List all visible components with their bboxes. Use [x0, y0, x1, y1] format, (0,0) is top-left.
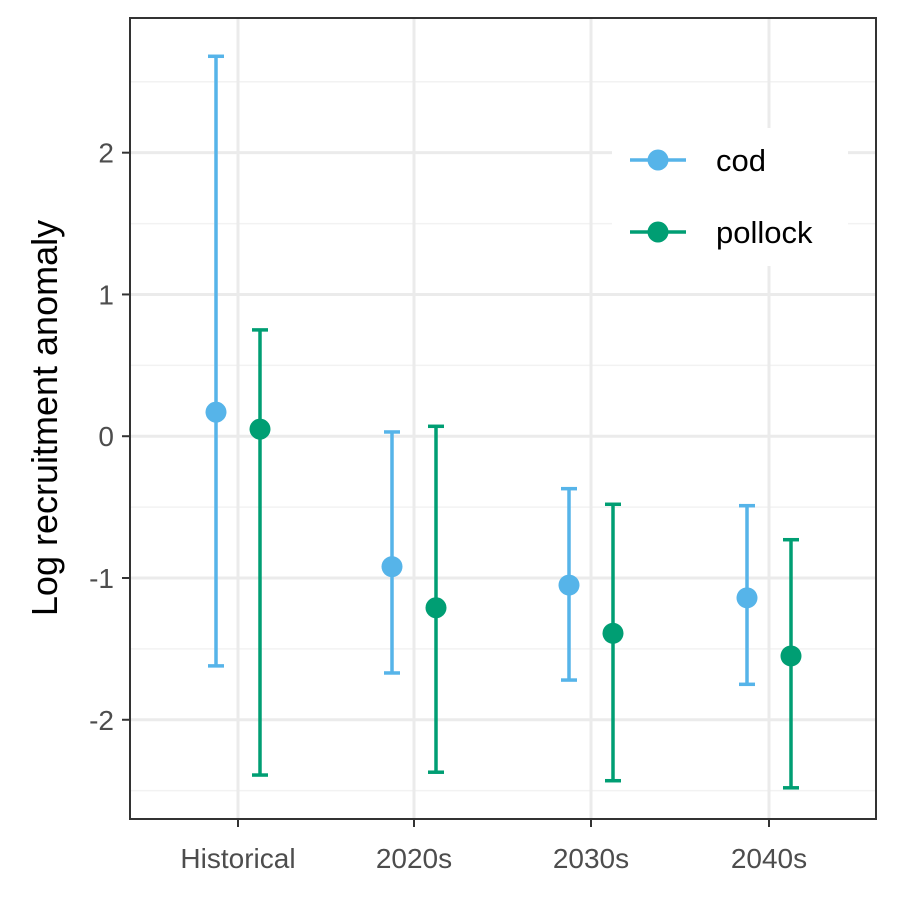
data-layer [205, 54, 802, 790]
x-tick-label: 2020s [376, 843, 452, 874]
pollock-point [602, 622, 624, 644]
legend-label-pollock: pollock [716, 215, 813, 250]
y-tick-label: 2 [98, 138, 114, 169]
cod-point [381, 556, 403, 578]
legend-key-point [647, 149, 669, 171]
x-tick-label: 2030s [553, 843, 629, 874]
legend: cod pollock [612, 128, 848, 266]
y-tick-label: 0 [98, 421, 114, 452]
legend-background [612, 128, 848, 266]
pollock-point [425, 597, 447, 619]
legend-key-point [647, 221, 669, 243]
y-axis-title: Log recruitment anomaly [24, 220, 65, 616]
x-tick-label: 2040s [731, 843, 807, 874]
y-tick-label: 1 [98, 279, 114, 310]
x-tick-label: Historical [180, 843, 295, 874]
panel-border [129, 17, 877, 820]
pollock-point [249, 418, 271, 440]
cod-point [205, 401, 227, 423]
y-tick-label: -2 [89, 705, 114, 736]
axes: -2 -1 0 1 2 Historical 2020s 2030s 2040s [89, 138, 807, 874]
y-tick-label: -1 [89, 563, 114, 594]
cod-point [558, 574, 580, 596]
legend-label-cod: cod [716, 143, 766, 178]
cod-point [736, 587, 758, 609]
pollock-point [780, 645, 802, 667]
